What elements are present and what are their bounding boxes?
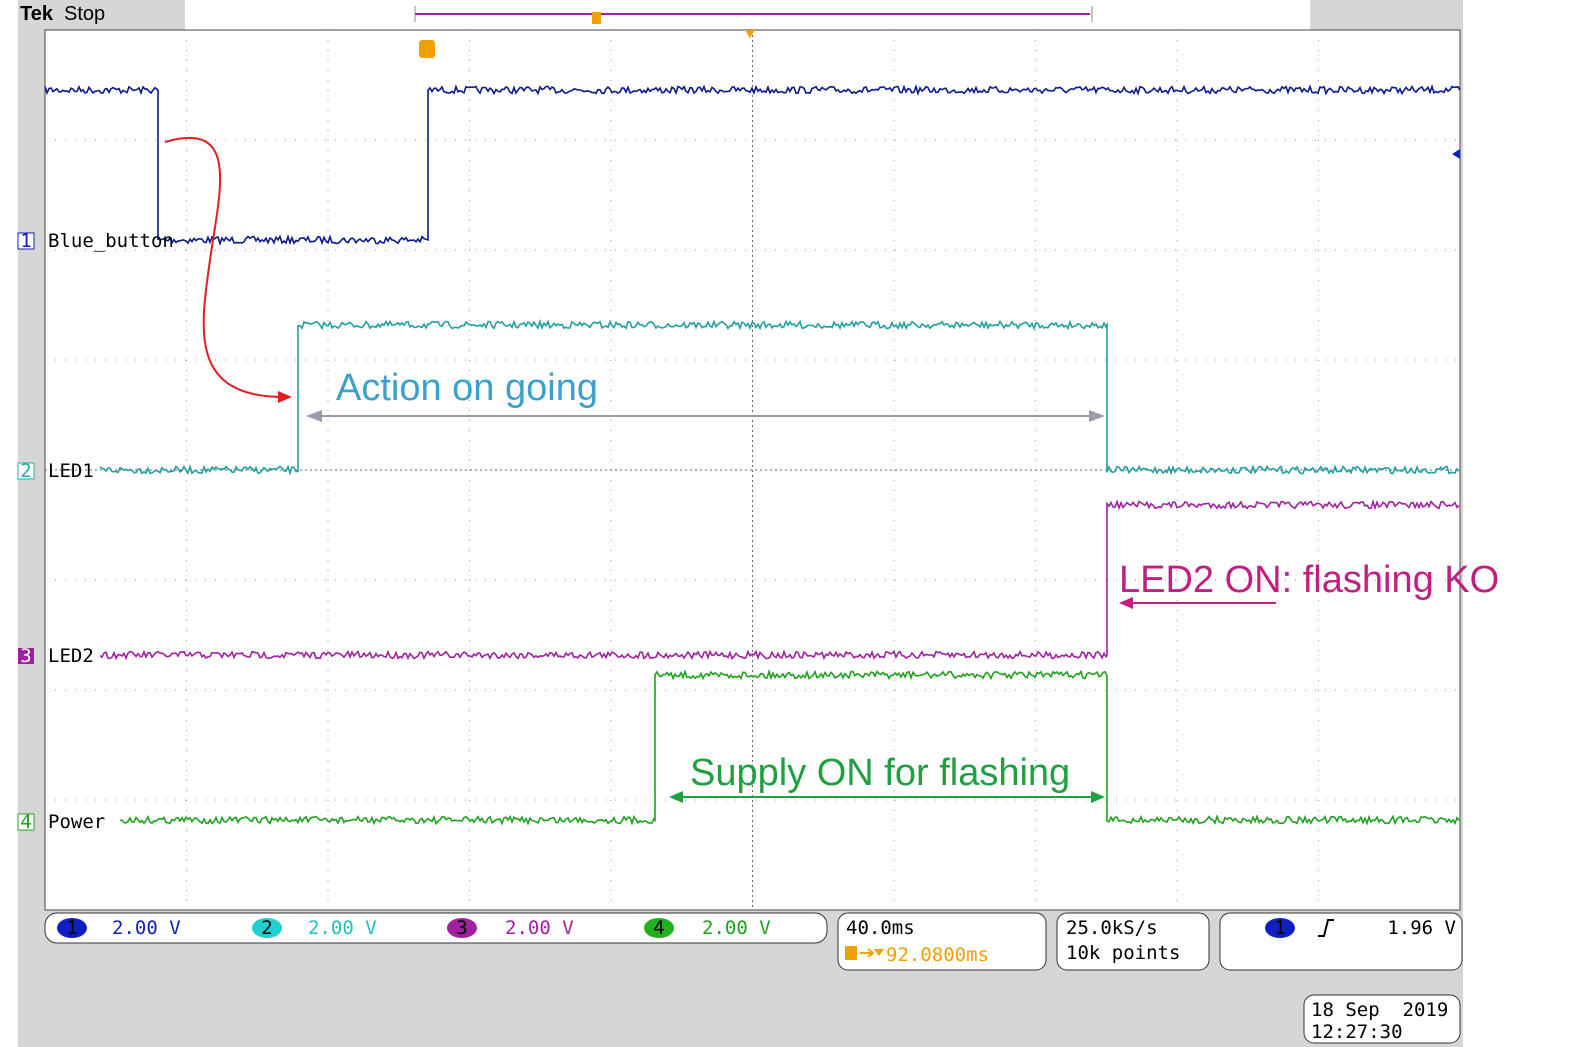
- ch-number: 3: [20, 645, 31, 667]
- trigger-level: 1.96 V: [1387, 917, 1456, 939]
- brand: Tek: [20, 3, 54, 25]
- ch-number: 4: [20, 811, 31, 833]
- trigger-time-marker: [419, 40, 435, 58]
- sample-rate: 25.0kS/s: [1066, 917, 1158, 939]
- ch-number: 2: [20, 460, 31, 482]
- ch-label: LED1: [48, 460, 94, 482]
- ch-scale: 2.00 V: [505, 917, 574, 939]
- ch-badge-number: 1: [66, 917, 77, 939]
- ch-label: Power: [48, 811, 105, 833]
- scope-screen: Tek Stop 1 Blue_button 2 LED1 3 LED2 4 P…: [0, 0, 1576, 1047]
- ch-number: 1: [20, 230, 31, 252]
- status: Stop: [64, 3, 105, 25]
- ch-scale: 2.00 V: [308, 917, 377, 939]
- ch-label: Blue_button: [48, 230, 174, 252]
- ch-badge-number: 2: [261, 917, 272, 939]
- trigger-position: 92.0800ms: [886, 944, 989, 966]
- trigger-marker: [592, 12, 601, 24]
- timebase: 40.0ms: [846, 917, 915, 939]
- ch-scale: 2.00 V: [702, 917, 771, 939]
- time: 12:27:30: [1311, 1021, 1403, 1043]
- trigger-source: 1: [1274, 917, 1285, 939]
- annotation-text: LED2 ON: flashing KO: [1119, 559, 1499, 601]
- annotation-text: Action on going: [336, 367, 598, 409]
- annotation-text: Supply ON for flashing: [690, 752, 1070, 794]
- ch-label: LED2: [48, 645, 94, 667]
- record-length: 10k points: [1066, 942, 1180, 964]
- ch-badge-number: 3: [456, 917, 467, 939]
- date: 18 Sep 2019: [1311, 999, 1448, 1021]
- page: {"header": {"brand": "Tek", "status": "S…: [0, 0, 1576, 1047]
- ch-badge-number: 4: [653, 917, 664, 939]
- trigger-icon: [845, 946, 857, 960]
- ch-scale: 2.00 V: [112, 917, 181, 939]
